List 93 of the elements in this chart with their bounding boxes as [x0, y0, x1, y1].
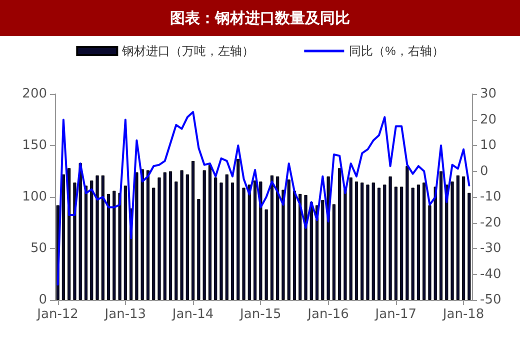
bar — [168, 171, 172, 300]
bar — [96, 175, 99, 300]
bar — [140, 169, 144, 300]
bar — [276, 176, 280, 300]
line-series — [56, 111, 470, 286]
bar — [124, 186, 127, 300]
bar — [62, 174, 65, 300]
bar — [416, 184, 420, 300]
bar — [332, 204, 336, 300]
x-tick-label: Jan-18 — [442, 307, 484, 322]
x-tick-label: Jan-16 — [306, 307, 349, 322]
bar — [230, 182, 234, 300]
bar — [349, 177, 352, 300]
y2-tick-label: -30 — [480, 241, 502, 256]
bar — [236, 158, 240, 300]
x-tick-label: Jan-14 — [171, 307, 214, 322]
bar — [264, 209, 268, 300]
bar — [400, 186, 404, 300]
bar — [152, 188, 156, 300]
bar — [208, 165, 212, 300]
bar — [73, 182, 76, 300]
bar — [377, 188, 381, 300]
y2-tick-label: 20 — [480, 112, 497, 128]
bar — [192, 160, 195, 300]
bar — [388, 176, 392, 300]
bar — [225, 174, 228, 300]
y2-tick-label: 10 — [480, 138, 497, 153]
bar — [101, 175, 104, 300]
bar — [186, 174, 189, 300]
y2-tick-label: -10 — [480, 190, 502, 204]
bar — [468, 192, 471, 300]
bar — [456, 175, 460, 300]
bar — [462, 176, 466, 300]
bar — [428, 205, 432, 300]
bar — [354, 182, 358, 300]
bar — [270, 175, 274, 300]
bar — [174, 182, 178, 300]
y-tick-label: 0 — [38, 292, 47, 308]
x-tick-label: Jan-12 — [36, 307, 78, 322]
bar — [287, 179, 290, 300]
bar — [220, 182, 223, 300]
bar — [242, 188, 246, 300]
x-tick-label: Jan-13 — [104, 307, 146, 322]
y2-tick-label: 0 — [480, 164, 488, 179]
bar — [282, 190, 285, 300]
bar — [90, 180, 94, 300]
x-tick-label: Jan-17 — [374, 307, 417, 322]
legend-label: 钢材进口（万吨，左轴） — [121, 44, 254, 58]
bar — [146, 170, 150, 300]
bar — [84, 186, 88, 300]
bar — [202, 170, 206, 300]
bar — [450, 182, 454, 300]
y2-tick-label: 30 — [480, 86, 497, 102]
bar — [248, 184, 251, 300]
y-tick-label: 200 — [22, 86, 47, 102]
bar — [292, 190, 296, 300]
bar — [197, 199, 200, 300]
bar — [394, 186, 398, 300]
bar — [78, 163, 82, 300]
bar — [163, 172, 166, 300]
bar — [254, 180, 257, 300]
bar — [434, 186, 437, 300]
bar — [366, 184, 370, 300]
bar — [372, 182, 375, 300]
bar — [310, 202, 313, 300]
y-tick-label: 150 — [22, 138, 47, 153]
bar — [112, 190, 116, 300]
bar — [180, 170, 184, 300]
y2-tick-label: -50 — [480, 292, 502, 308]
y2-tick-label: -20 — [480, 215, 502, 230]
bar — [118, 192, 122, 300]
bar — [344, 188, 347, 300]
bar — [338, 168, 342, 300]
bar — [360, 182, 364, 300]
chart-title: 图表：钢材进口数量及同比 — [0, 0, 520, 36]
bar — [406, 166, 409, 300]
bar — [383, 184, 386, 300]
bar — [106, 194, 110, 300]
y2-tick-label: -40 — [480, 266, 502, 282]
bar — [158, 177, 161, 300]
bar — [321, 200, 324, 300]
bar — [422, 182, 426, 300]
x-tick-label: Jan-15 — [239, 307, 282, 322]
bar — [304, 194, 308, 300]
bar — [135, 172, 138, 300]
bar — [411, 188, 414, 300]
bar — [214, 177, 218, 300]
y-tick-label: 100 — [22, 190, 47, 204]
bar — [298, 194, 302, 300]
legend-label: 同比（%，右轴） — [349, 44, 444, 58]
y-tick-label: 50 — [30, 241, 47, 256]
bar — [259, 182, 262, 300]
bar — [439, 171, 443, 300]
